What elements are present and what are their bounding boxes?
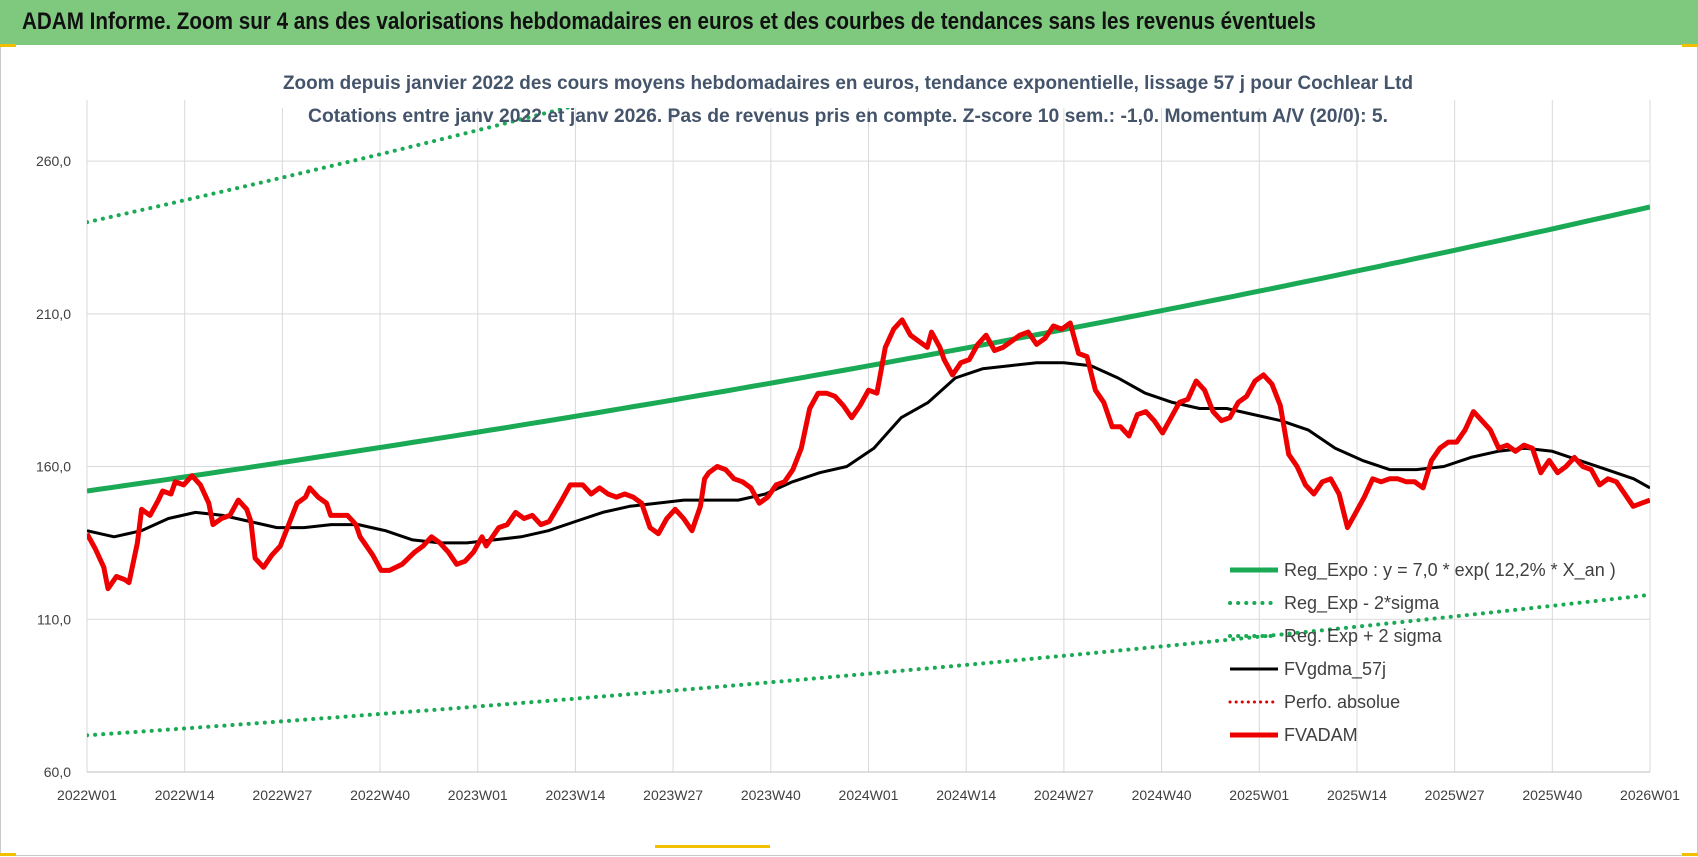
x-tick-label: 2023W14 <box>545 787 605 803</box>
title-banner: ADAM Informe. Zoom sur 4 ans des valoris… <box>0 0 1698 45</box>
legend-entry: FVADAM <box>1284 725 1358 745</box>
legend-entry: Reg_Expo : y = 7,0 * exp( 12,2% * X_an ) <box>1284 560 1616 581</box>
x-tick-label: 2024W27 <box>1034 787 1094 803</box>
x-tick-label: 2025W01 <box>1229 787 1289 803</box>
chart-title-line1: Zoom depuis janvier 2022 des cours moyen… <box>283 73 1413 94</box>
corner-mark-bottom-center <box>655 845 770 848</box>
x-tick-label: 2024W14 <box>936 787 996 803</box>
x-tick-label: 2026W01 <box>1620 787 1680 803</box>
grid <box>86 100 1651 773</box>
series-reg-exp-plus-2sigma <box>87 98 613 225</box>
x-tick-label: 2025W27 <box>1425 787 1485 803</box>
x-tick-label: 2023W40 <box>741 787 801 803</box>
y-tick-label: 210,0 <box>36 306 71 322</box>
x-tick-label: 2023W27 <box>643 787 703 803</box>
x-tick-label: 2022W27 <box>252 787 312 803</box>
x-tick-label: 2024W01 <box>839 787 899 803</box>
y-tick-label: 160,0 <box>36 459 71 475</box>
series-reg-expo <box>87 204 1650 494</box>
series-fvgdma-57j <box>87 361 1650 545</box>
corner-mark-top-left <box>0 44 16 47</box>
legend-entry: Reg. Exp + 2 sigma <box>1284 626 1443 646</box>
chart-title-line2: Cotations entre janv 2022 et janv 2026. … <box>308 106 1388 127</box>
x-tick-label: 2025W14 <box>1327 787 1387 803</box>
x-tick-label: 2024W40 <box>1132 787 1192 803</box>
x-tick-label: 2022W14 <box>155 787 215 803</box>
corner-mark-bottom-right <box>1682 853 1698 856</box>
title-backdrop <box>270 58 1390 108</box>
y-tick-label: 260,0 <box>36 153 71 169</box>
legend-entry: FVgdma_57j <box>1284 659 1386 680</box>
x-tick-label: 2025W40 <box>1522 787 1582 803</box>
legend-entry: Perfo. absolue <box>1284 692 1400 712</box>
y-tick-label: 110,0 <box>37 611 71 627</box>
y-tick-label: 60,0 <box>44 764 71 780</box>
series-reg-exp-minus-2sigma <box>87 592 1650 738</box>
series-layer <box>87 98 1650 738</box>
x-tick-label: 2023W01 <box>448 787 508 803</box>
report-title: ADAM Informe. Zoom sur 4 ans des valoris… <box>22 8 1316 35</box>
corner-mark-bottom-left <box>0 853 16 856</box>
x-tick-label: 2022W01 <box>57 787 117 803</box>
legend-entry: Reg_Exp - 2*sigma <box>1284 593 1440 614</box>
series-fvadam <box>87 317 1650 592</box>
axis-labels: 60,0 110,0 160,0 210,0 260,0 2022W01 2022W14 20… <box>36 153 1680 803</box>
x-tick-label: 2022W40 <box>350 787 410 803</box>
corner-mark-top-right <box>1682 44 1698 47</box>
legend: Reg_Expo : y = 7,0 * exp( 12,2% * X_an )… <box>1228 560 1616 745</box>
